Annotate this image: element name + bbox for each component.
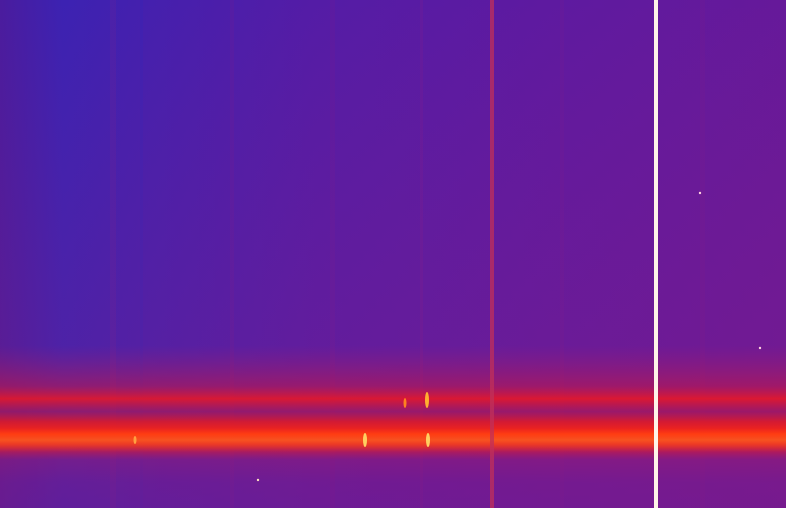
band-core — [0, 428, 786, 452]
white-line — [654, 0, 658, 508]
hot-spots — [133, 191, 762, 482]
red-line — [490, 0, 494, 508]
